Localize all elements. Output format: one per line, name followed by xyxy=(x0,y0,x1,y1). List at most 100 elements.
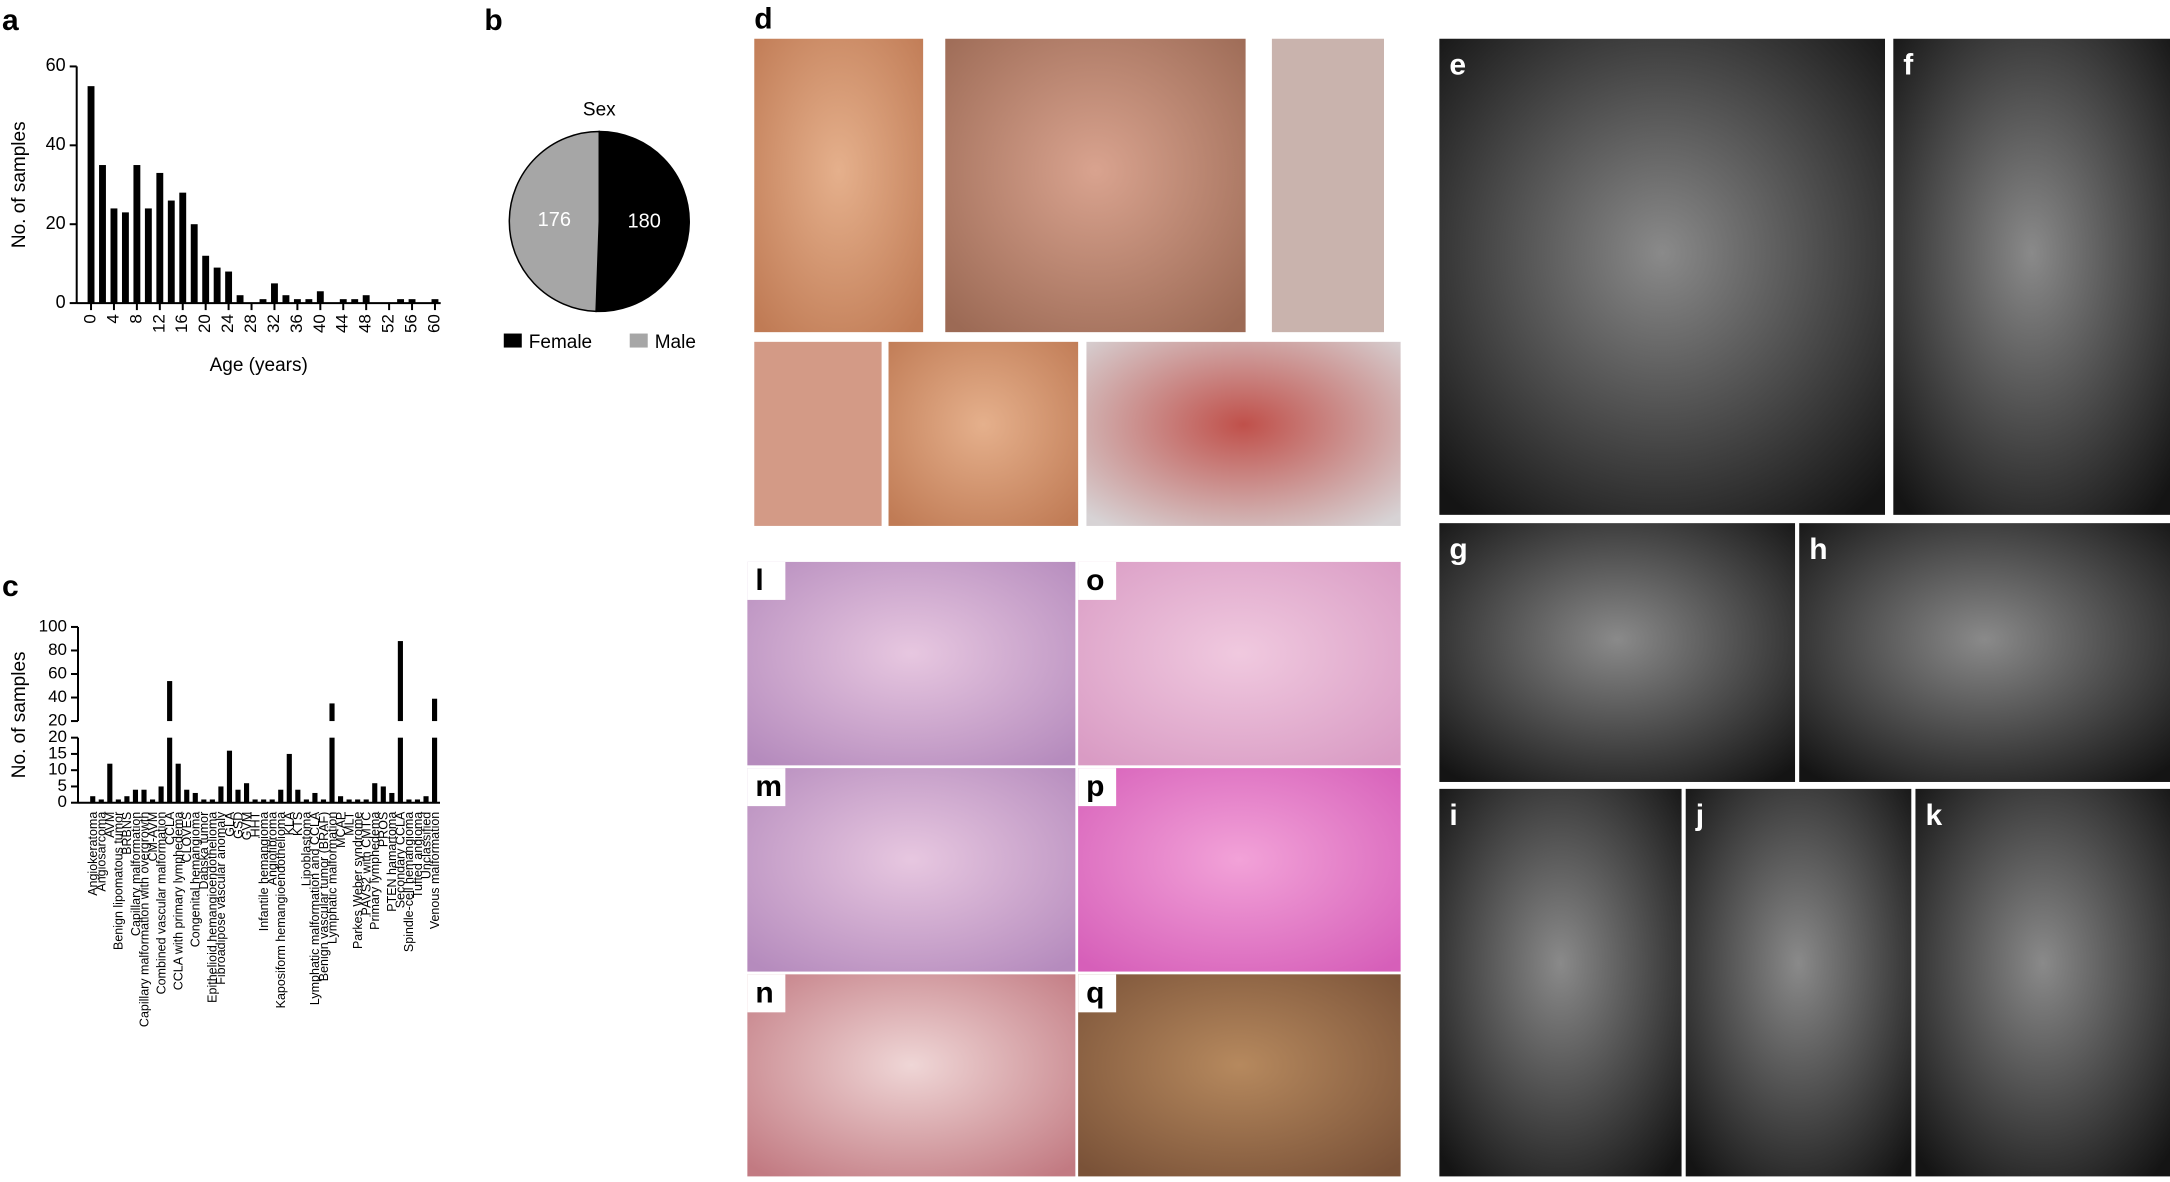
y-tick-label: 15 xyxy=(48,743,67,762)
x-tick-label: GVM xyxy=(240,812,254,840)
y-tick-label: 0 xyxy=(56,292,66,312)
panel-label: l xyxy=(755,564,763,597)
bar-lower xyxy=(414,799,421,803)
image-tile xyxy=(1439,523,1796,782)
x-tick-label: GSD xyxy=(231,812,245,839)
x-tick-label: Primary lymphedema xyxy=(368,812,382,930)
bar-upper xyxy=(432,698,438,722)
image-tile xyxy=(945,38,1246,333)
x-tick-label: Epithelioid hemangioendothelioma xyxy=(206,812,220,1003)
label-box xyxy=(1078,974,1117,1013)
x-tick-label: 28 xyxy=(241,314,260,333)
x-tick-label: CCLA with primary lymphedema xyxy=(171,812,185,991)
x-tick-label: 48 xyxy=(356,314,375,333)
x-tick-label: Parkes Weber syndrome xyxy=(351,812,365,949)
x-tick-label: PAVS2 with CMTC xyxy=(360,812,374,916)
panel-label: g xyxy=(1449,533,1467,566)
x-tick-label: 60 xyxy=(424,314,443,333)
bar-upper xyxy=(329,703,335,722)
legend-label: Male xyxy=(655,332,696,353)
bar-lower xyxy=(98,799,104,803)
image-tile xyxy=(1799,523,2170,782)
bar-lower xyxy=(201,799,207,803)
bar-upper xyxy=(397,641,403,722)
legend-label: Female xyxy=(529,332,592,353)
panel-label: d xyxy=(754,3,772,36)
x-tick-label: 0 xyxy=(81,314,100,323)
x-tick-label: Kaposiform hemangioendothelioma xyxy=(274,812,288,1009)
label-box xyxy=(1078,768,1117,807)
panel-label: h xyxy=(1809,533,1827,566)
x-tick-label: Lipoblastoma xyxy=(300,812,314,886)
bar-upper xyxy=(167,681,173,722)
bar-lower xyxy=(90,796,96,803)
bar xyxy=(236,295,244,304)
bar-lower xyxy=(167,737,173,803)
y-tick-label: 40 xyxy=(46,134,66,154)
bar-lower xyxy=(184,789,190,803)
bar xyxy=(99,165,106,304)
x-tick-label: 40 xyxy=(310,314,329,333)
panel-label: e xyxy=(1449,49,1466,82)
bar-lower xyxy=(218,786,224,803)
x-tick-label: Congenital hemangioma xyxy=(189,812,203,948)
bar xyxy=(351,299,359,304)
bar-lower xyxy=(320,799,327,803)
bar-lower xyxy=(380,786,386,803)
label-box xyxy=(747,974,786,1013)
bar-lower xyxy=(158,786,164,803)
x-tick-label: CLOVES xyxy=(180,812,194,863)
x-tick-label: 4 xyxy=(103,314,122,323)
bar-lower xyxy=(389,792,395,803)
x-tick-label: PTEN hamartoma xyxy=(385,812,399,912)
pie-slice xyxy=(595,130,690,313)
y-tick-label: 5 xyxy=(58,776,67,795)
x-tick-label: Fibroadipose vascular anomaly xyxy=(214,811,228,985)
x-tick-label: 12 xyxy=(149,314,168,333)
bar-lower xyxy=(226,750,233,803)
bar-lower xyxy=(124,796,130,803)
bar xyxy=(156,172,164,304)
bar-lower xyxy=(346,799,352,803)
panel-label: m xyxy=(755,770,782,803)
x-tick-label: PROS xyxy=(377,812,391,847)
x-tick-label: Capillary malformation xyxy=(129,812,143,936)
bar xyxy=(305,299,313,304)
bar xyxy=(144,208,152,304)
bar xyxy=(202,255,210,304)
bar-lower xyxy=(406,799,412,803)
x-tick-label: MLT xyxy=(342,811,356,835)
bar xyxy=(293,299,301,304)
bar-lower xyxy=(252,799,258,803)
bar xyxy=(408,299,416,304)
bar xyxy=(339,299,347,304)
panel-label: b xyxy=(484,4,502,37)
x-tick-label: Venous malformation xyxy=(428,812,442,929)
bar xyxy=(316,291,324,304)
y-tick-label: 20 xyxy=(46,213,66,233)
x-tick-label: 44 xyxy=(333,314,352,333)
bar-lower xyxy=(235,789,241,803)
y-axis-label: No. of samples xyxy=(9,121,30,248)
bar-lower xyxy=(107,763,113,803)
panel-label: c xyxy=(2,570,19,603)
y-tick-label: 20 xyxy=(48,727,67,746)
panel-label: n xyxy=(755,976,773,1009)
x-tick-label: Dabska tumor xyxy=(197,812,211,890)
bar xyxy=(362,295,370,304)
x-tick-label: CM-AVM xyxy=(146,812,160,862)
x-tick-label: HHT xyxy=(248,811,262,837)
x-tick-label: Unclassified xyxy=(419,812,433,879)
x-tick-label: 36 xyxy=(287,314,306,333)
pie-slice xyxy=(508,130,601,313)
y-tick-label: 60 xyxy=(46,55,66,75)
bar-lower xyxy=(286,753,292,803)
bar xyxy=(87,86,95,304)
bar xyxy=(213,267,221,304)
bar-lower xyxy=(312,792,318,803)
panel-label: k xyxy=(1925,799,1942,832)
x-tick-label: 32 xyxy=(264,314,283,333)
bar xyxy=(121,212,129,304)
bar-lower xyxy=(355,799,361,803)
image-tile xyxy=(754,341,882,526)
